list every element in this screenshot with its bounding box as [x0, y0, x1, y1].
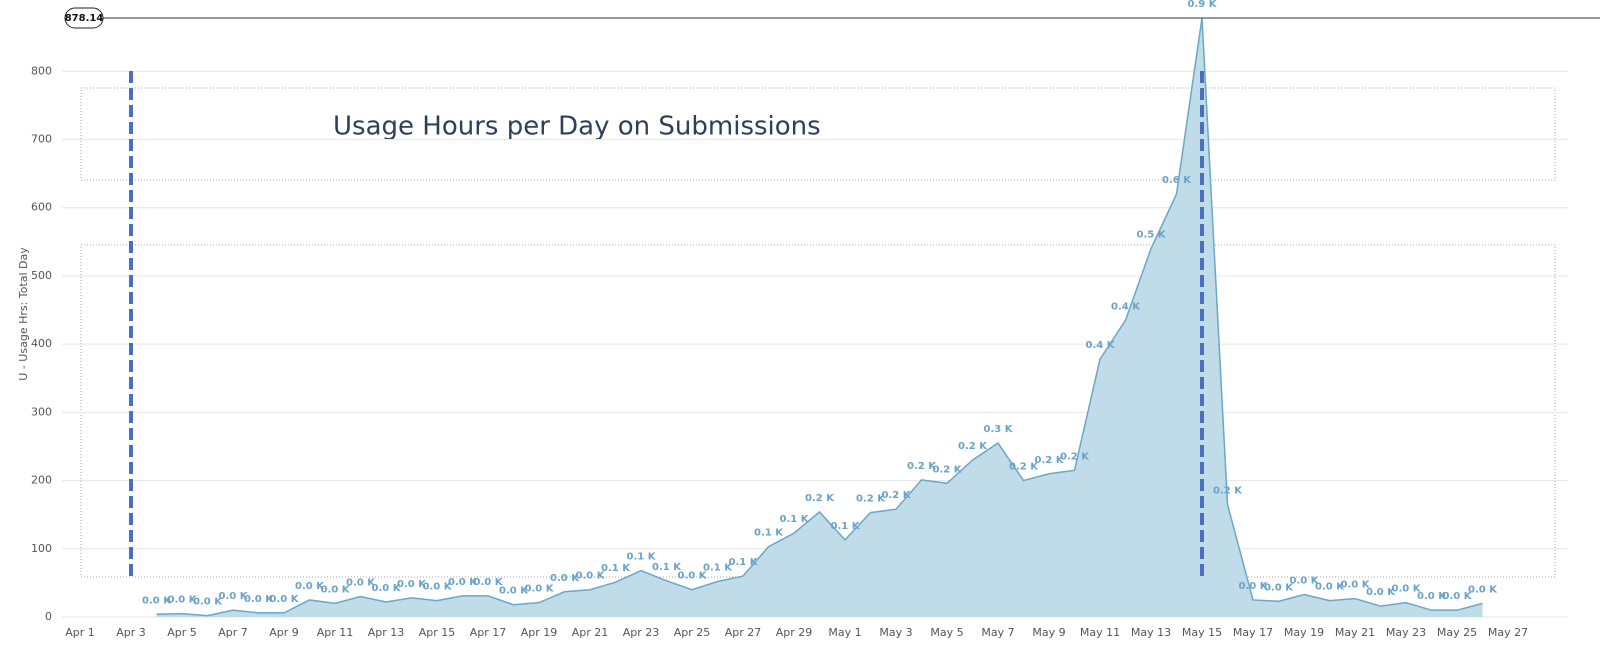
data-label: 0.2 K: [958, 441, 988, 452]
x-tick-label: Apr 21: [572, 626, 609, 639]
data-label: 0.0 K: [219, 591, 249, 602]
data-label: 0.0 K: [448, 577, 478, 588]
data-label: 0.1 K: [780, 514, 810, 525]
data-label: 0.1 K: [729, 557, 759, 568]
x-tick-label: May 19: [1284, 626, 1324, 639]
area: [156, 18, 1483, 617]
x-tick-label: Apr 25: [674, 626, 711, 639]
data-label: 0.2 K: [856, 494, 886, 505]
x-tick-label: Apr 15: [419, 626, 456, 639]
x-tick-label: May 1: [828, 626, 861, 639]
y-tick-label: 100: [31, 542, 52, 555]
x-tick-label: Apr 5: [167, 626, 197, 639]
data-label: 0.1 K: [652, 562, 682, 573]
x-tick-label: Apr 13: [368, 626, 405, 639]
x-tick-label: Apr 17: [470, 626, 507, 639]
x-tick-label: May 9: [1032, 626, 1065, 639]
data-label: 0.1 K: [831, 521, 861, 532]
data-label: 0.0 K: [295, 581, 325, 592]
x-tick-label: May 27: [1488, 626, 1528, 639]
y-tick-label: 200: [31, 474, 52, 487]
data-label: 0.0 K: [525, 584, 555, 595]
x-tick-label: Apr 9: [269, 626, 299, 639]
data-label: 0.0 K: [1315, 582, 1345, 593]
data-label: 0.0 K: [1341, 580, 1371, 591]
x-tick-label: Apr 7: [218, 626, 248, 639]
data-label: 0.0 K: [142, 595, 172, 606]
peak-badge: [64, 7, 104, 29]
data-label: 0.2 K: [882, 490, 912, 501]
x-tick-label: May 5: [930, 626, 963, 639]
data-label: 0.0 K: [550, 573, 580, 584]
data-label: 0.0 K: [244, 594, 274, 605]
data-label: 0.0 K: [678, 571, 708, 582]
data-label: 0.0 K: [321, 584, 351, 595]
chart-title: Usage Hours per Day on Submissions: [333, 112, 821, 142]
y-tick-label: 700: [31, 133, 52, 146]
x-tick-label: Apr 29: [776, 626, 813, 639]
data-label: 0.4 K: [1111, 301, 1141, 312]
data-label: 0.0 K: [193, 597, 223, 608]
data-label: 0.2 K: [907, 461, 937, 472]
y-tick-label: 0: [45, 610, 52, 623]
line: [156, 17, 1483, 617]
data-label: 0.5 K: [1137, 230, 1167, 241]
data-label: 0.0 K: [1443, 591, 1473, 602]
data-label: 0.2 K: [1213, 485, 1243, 496]
data-label: 0.4 K: [1086, 340, 1116, 351]
data-label: 0.2 K: [1060, 451, 1090, 462]
y-tick-label: 500: [31, 269, 52, 282]
x-tick-label: May 25: [1437, 626, 1477, 639]
data-label: 0.0 K: [1264, 582, 1294, 593]
x-tick-label: May 17: [1233, 626, 1273, 639]
data-label: 0.2 K: [933, 464, 963, 475]
data-label: 0.6 K: [1162, 175, 1192, 186]
x-tick-label: May 15: [1182, 626, 1222, 639]
x-tick-label: May 3: [879, 626, 912, 639]
x-tick-label: Apr 1: [65, 626, 95, 639]
y-tick-label: 800: [31, 64, 52, 77]
x-tick-label: May 23: [1386, 626, 1426, 639]
peak-label: 878.14: [65, 13, 104, 24]
x-tick-label: Apr 23: [623, 626, 660, 639]
data-label: 0.1 K: [754, 528, 784, 539]
x-tick-label: Apr 3: [116, 626, 146, 639]
x-tick-label: May 13: [1131, 626, 1171, 639]
data-label: 0.3 K: [984, 424, 1014, 435]
data-label: 0.0 K: [576, 571, 606, 582]
data-label: 0.0 K: [372, 583, 402, 594]
data-label: 0.0 K: [168, 595, 198, 606]
x-tick-label: Apr 19: [521, 626, 558, 639]
y-tick-label: 400: [31, 337, 52, 350]
data-label: 0.0 K: [474, 577, 504, 588]
data-label: 0.9 K: [1188, 0, 1218, 10]
y-tick-label: 300: [31, 405, 52, 418]
data-label: 0.0 K: [1290, 575, 1320, 586]
data-label: 0.1 K: [627, 552, 657, 563]
data-label: 0.2 K: [1009, 462, 1039, 473]
data-label: 0.2 K: [805, 493, 835, 504]
data-label: 0.0 K: [423, 582, 453, 593]
data-label: 0.0 K: [346, 578, 376, 589]
y-axis-label: U - Usage Hrs: Total Day: [17, 247, 30, 381]
data-label: 0.1 K: [703, 563, 733, 574]
x-tick-label: May 7: [981, 626, 1014, 639]
data-label: 0.2 K: [1035, 455, 1065, 466]
x-tick-label: Apr 11: [317, 626, 354, 639]
data-label: 0.0 K: [1468, 584, 1498, 595]
data-label: 0.0 K: [499, 586, 529, 597]
data-label: 0.0 K: [1392, 584, 1422, 595]
data-label: 0.0 K: [270, 594, 300, 605]
data-label: 0.1 K: [601, 563, 631, 574]
data-label: 0.0 K: [1239, 581, 1269, 592]
x-tick-label: May 11: [1080, 626, 1120, 639]
data-label: 0.0 K: [1366, 587, 1396, 598]
data-label: 0.0 K: [397, 579, 427, 590]
data-label: 0.0 K: [1417, 591, 1447, 602]
x-tick-label: Apr 27: [725, 626, 762, 639]
x-tick-label: May 21: [1335, 626, 1375, 639]
y-tick-label: 600: [31, 201, 52, 214]
